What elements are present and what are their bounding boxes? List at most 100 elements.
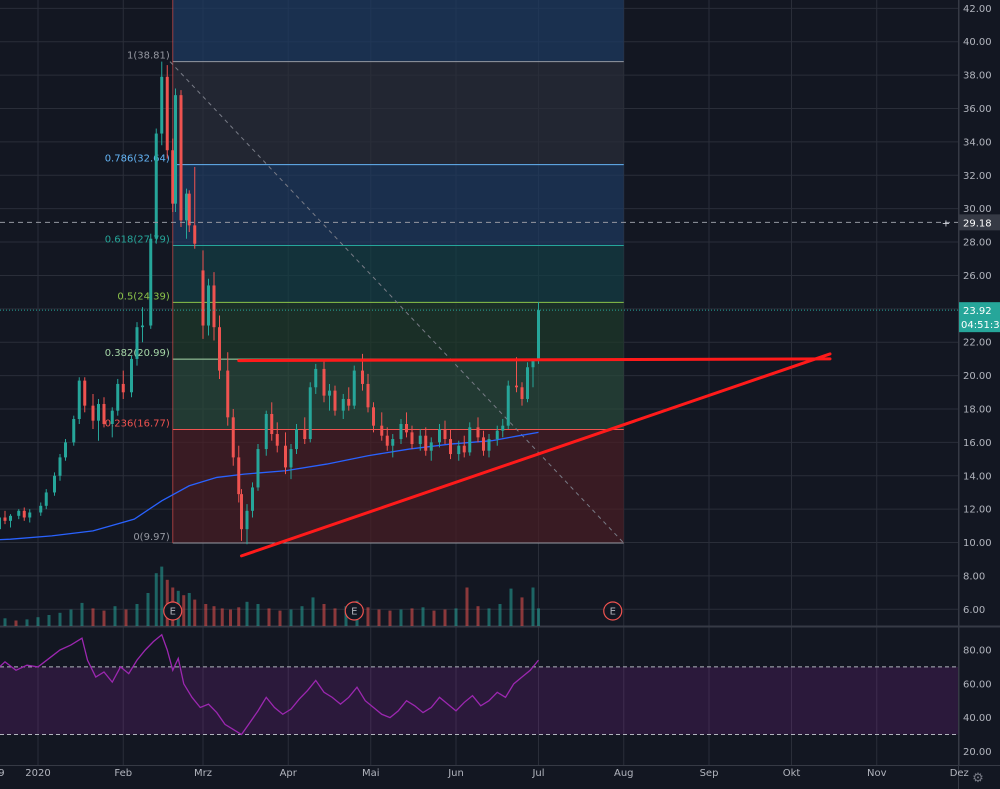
candle [22,507,26,521]
volume-bar [25,619,29,626]
candle [9,514,12,528]
candle [405,412,408,438]
candle-body [495,430,499,440]
candle-body [3,517,7,521]
price-tick-label: 16.00 [963,438,992,449]
candle-body [212,285,216,328]
candle-body [226,370,230,418]
volume-bar [182,595,186,626]
candle [468,422,472,456]
candle [520,382,524,406]
candle-body [64,442,67,458]
fibonacci-retracement[interactable]: 1(38.81) 0.786(32.64) 0.618(27.79) 0.5(24.3… [105,0,625,544]
earnings-marker[interactable]: E [603,601,623,621]
price-tick-label: 34.00 [963,137,992,148]
candle-body [44,492,48,506]
trendline-support[interactable] [240,352,832,558]
candle [391,434,395,458]
candle-body [72,419,76,443]
candle-body [245,510,249,530]
candle-body [22,510,26,518]
candle-body [314,368,318,388]
candle [328,383,331,411]
candle [72,415,76,446]
time-tick-label: Jul [531,768,544,779]
price-tags: +29.18 23.92 04:51:37 ⚙ [0,214,1000,786]
candle [77,377,81,425]
candle [97,398,100,441]
volume-bar [135,604,139,626]
candle [130,355,133,398]
last-price-tag-label: 23.92 [963,306,992,317]
fib-level-label: 0.5(24.39) [117,291,169,302]
price-tick-label: 8.00 [963,571,985,582]
earnings-marker[interactable]: E [344,601,364,621]
candle-body [193,225,197,244]
earnings-marker[interactable]: E [163,601,183,621]
candle [237,445,241,503]
volume-bar [289,609,293,626]
candle-body [116,383,120,411]
candle-body [102,403,106,425]
candle-body [333,390,337,411]
volume-bar [102,610,106,626]
candle [410,425,414,450]
candle-body [251,487,254,511]
volume-bar [509,588,513,626]
trendlines[interactable] [237,352,832,558]
volume-bar [220,608,224,626]
candle [476,417,480,443]
volume-bar [322,604,326,626]
volume-bar [267,608,271,626]
candle [251,482,254,518]
candle [185,188,188,239]
volume-bar [498,604,502,626]
candle [347,387,351,411]
candle [424,427,428,456]
candle-body [91,405,95,421]
candle-body [424,435,428,451]
candle-body [405,424,408,433]
candle-body [506,385,510,426]
candle-body [385,435,389,446]
candle [187,190,191,233]
candle [333,385,337,416]
candle-body [121,383,125,393]
volume-bar [237,607,241,626]
candle-body [130,358,133,393]
volume-bar [91,608,95,626]
candle-body [174,95,177,204]
candle [295,424,298,455]
candle [121,370,125,399]
candle-body [264,413,268,450]
candle [160,61,164,146]
candle [226,352,230,426]
candle-body [380,425,384,436]
candle [515,357,518,393]
candle-body [520,387,524,399]
candle-body [501,425,505,431]
rsi-band [0,666,958,735]
candle-body [372,407,375,426]
candle-body [171,150,175,204]
candle [141,307,144,343]
candle-body [289,449,293,468]
volume-bar [69,609,73,626]
volume-bar [333,608,337,626]
candle-body [418,435,422,445]
price-tick-label: 18.00 [963,404,992,415]
volume-bar [256,604,260,626]
earnings-marker-label: E [170,607,176,618]
candle-body [28,512,32,518]
candle-body [391,439,395,446]
time-tick-label: Mai [362,768,380,779]
volume-bar [80,602,84,626]
candle [28,509,32,523]
trendline-resistance[interactable] [237,357,832,363]
volume-bar [160,566,164,626]
volume-bar [443,609,447,626]
price-tick-label: 12.00 [963,505,992,516]
